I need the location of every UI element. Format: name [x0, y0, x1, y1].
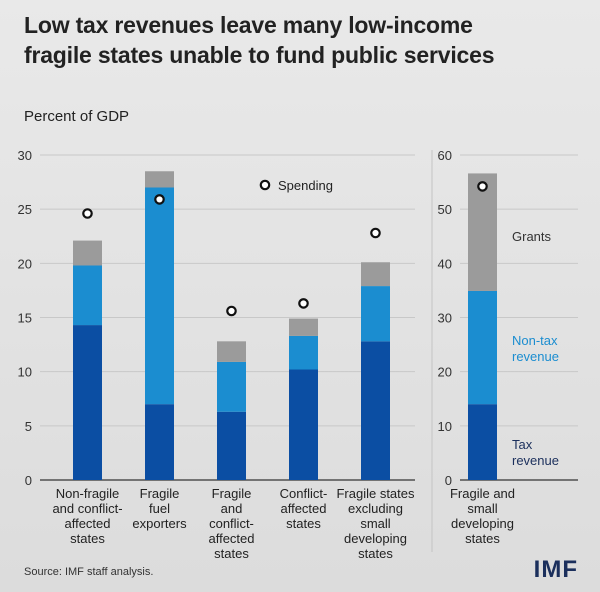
x-tick-label: Non-fragile [56, 486, 120, 501]
bar-segment-grants [289, 318, 318, 336]
x-tick-label: Conflict- [280, 486, 328, 501]
x-tick-label: and [221, 501, 243, 516]
spending-marker [226, 305, 237, 317]
x-tick-label: small [467, 501, 497, 516]
legend-label-non-tax-revenue: Non-tax [512, 333, 558, 348]
bar-segment-non-tax-revenue [217, 361, 246, 412]
y-tick-label: 20 [18, 256, 32, 271]
x-tick-label: Fragile [212, 486, 252, 501]
legend-label-non-tax-revenue: revenue [512, 349, 559, 364]
bar-segment-tax-revenue [217, 411, 246, 480]
bar-segment-tax-revenue [289, 369, 318, 480]
y-tick-label: 0 [445, 473, 452, 488]
spending-marker [82, 208, 93, 219]
y-tick-label: 30 [18, 148, 32, 163]
y-tick-label: 25 [18, 202, 32, 217]
y-tick-label: 40 [438, 256, 452, 271]
legend-label-tax-revenue: revenue [512, 453, 559, 468]
x-tick-label: states [358, 546, 393, 561]
bar-segment-grants [73, 240, 102, 266]
spending-marker [298, 298, 309, 309]
x-tick-label: Fragile states [336, 486, 415, 501]
legend-spending-label: Spending [278, 178, 333, 193]
x-tick-label: small [360, 516, 390, 531]
bar-segment-grants [361, 262, 390, 287]
x-tick-label: conflict- [209, 516, 254, 531]
x-tick-label: affected [208, 531, 254, 546]
bar-segment-tax-revenue [73, 325, 102, 480]
bar-segment-non-tax-revenue [145, 187, 174, 405]
x-tick-label: states [214, 546, 249, 561]
x-tick-label: developing [344, 531, 407, 546]
x-tick-label: states [70, 531, 105, 546]
chart-title: Low tax revenues leave many low-income f… [24, 10, 494, 70]
y-tick-label: 30 [438, 311, 452, 326]
bar-segment-tax-revenue [145, 404, 174, 480]
y-axis-label: Percent of GDP [24, 108, 130, 125]
y-tick-label: 50 [438, 202, 452, 217]
x-tick-label: states [286, 516, 321, 531]
x-tick-label: affected [280, 501, 326, 516]
legend-label-tax-revenue: Tax [512, 437, 533, 452]
x-tick-label: fuel [149, 501, 170, 516]
source-note: Source: IMF staff analysis. [24, 566, 154, 578]
bar-segment-non-tax-revenue [73, 265, 102, 326]
bar-segment-grants [468, 173, 497, 291]
y-tick-label: 0 [25, 473, 32, 488]
bar-segment-grants [217, 341, 246, 362]
imf-logo: IMF [533, 556, 578, 583]
x-tick-label: excluding [348, 501, 403, 516]
title-line: Low tax revenues leave many low-income [24, 12, 473, 38]
bar-segment-non-tax-revenue [361, 286, 390, 342]
y-tick-label: 5 [25, 419, 32, 434]
bar-segment-non-tax-revenue [289, 335, 318, 370]
y-tick-label: 20 [438, 365, 452, 380]
bar-segment-tax-revenue [361, 341, 390, 480]
bar-segment-grants [145, 171, 174, 188]
bar-segment-tax-revenue [468, 404, 497, 480]
legend-label-grants: Grants [512, 229, 552, 244]
title-line: fragile states unable to fund public ser… [24, 42, 495, 68]
x-tick-label: affected [64, 516, 110, 531]
spending-marker [154, 194, 165, 205]
y-tick-label: 15 [18, 311, 32, 326]
y-tick-label: 10 [18, 365, 32, 380]
spending-marker [370, 227, 381, 239]
x-tick-label: and conflict- [52, 501, 122, 516]
y-tick-label: 10 [438, 419, 452, 434]
bar-segment-non-tax-revenue [468, 290, 497, 405]
spending-marker [477, 181, 488, 192]
x-tick-label: developing [451, 516, 514, 531]
legend-spending-marker [259, 179, 271, 191]
x-tick-label: states [465, 531, 500, 546]
x-tick-label: Fragile and [450, 486, 515, 501]
y-tick-label: 60 [438, 148, 452, 163]
x-tick-label: Fragile [140, 486, 180, 501]
x-tick-label: exporters [132, 516, 187, 531]
